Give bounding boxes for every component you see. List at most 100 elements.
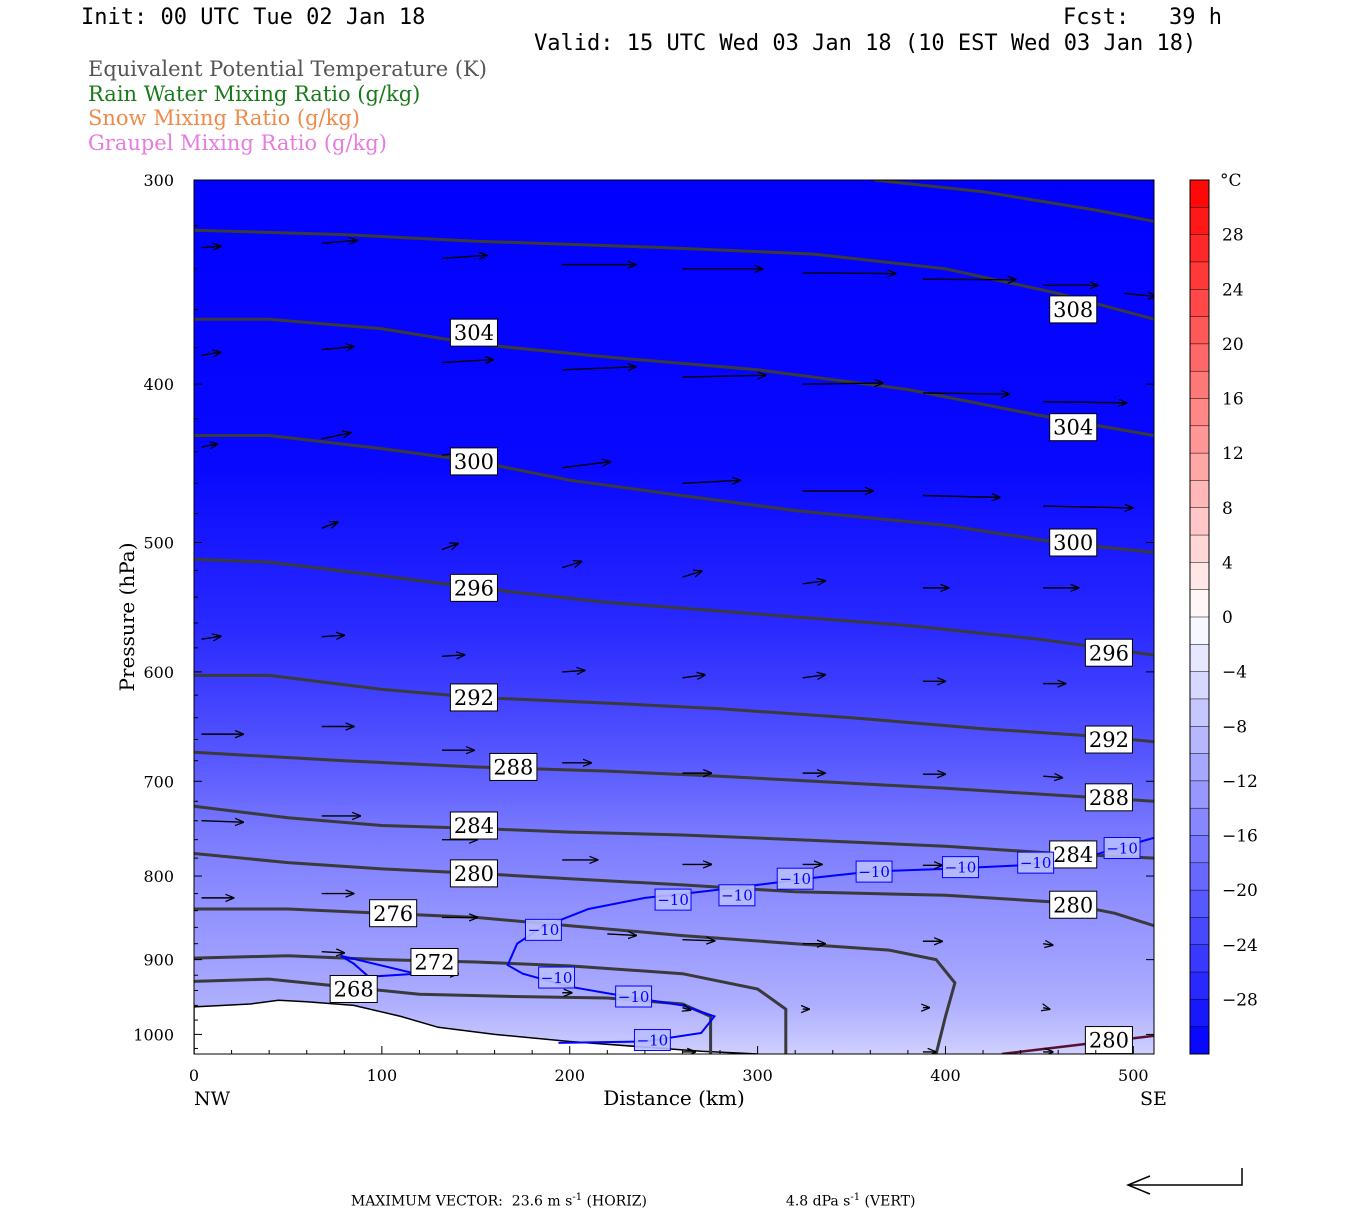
colorbar-swatch — [1190, 453, 1209, 481]
contour-label-box — [1049, 295, 1098, 324]
contour-label-box — [449, 447, 498, 476]
wind-vector — [441, 655, 464, 657]
theta-e-label-308: 308 — [1049, 295, 1098, 324]
colorbar-swatch — [1190, 589, 1209, 618]
theta-e-label-288: 288 — [1084, 783, 1133, 812]
isotherm-label: −10 — [776, 867, 814, 890]
contour-label-box — [524, 918, 562, 941]
contour-label-text: 300 — [454, 450, 494, 474]
contour-label-box — [1084, 638, 1133, 667]
init-time: Init: 00 UTC Tue 02 Jan 18 — [81, 5, 426, 30]
contour-label-text: 296 — [454, 576, 494, 600]
contour-label-text: −10 — [858, 863, 890, 881]
contour-label-text: 300 — [1053, 531, 1093, 555]
colorbar-swatch — [1190, 999, 1209, 1028]
contour-label-box — [654, 888, 692, 911]
colorbar-swatch — [1190, 207, 1209, 236]
contour-label-text: −10 — [721, 887, 753, 905]
unit-exponent: -1 — [572, 1192, 583, 1203]
x-tick-label: 500 — [1118, 1066, 1149, 1085]
colorbar-swatch — [1190, 562, 1209, 591]
wind-vector — [201, 444, 218, 447]
wind-vector — [1043, 776, 1062, 778]
contour-label-box — [1084, 783, 1133, 812]
contour-label-text: −10 — [618, 988, 650, 1006]
contour-label-box — [615, 985, 653, 1008]
wind-vector — [201, 352, 221, 355]
theta-e-contour-300 — [194, 434, 1154, 554]
wind-vector — [682, 940, 714, 941]
colorbar-tick-label: 16 — [1222, 390, 1244, 410]
theta-e-label-284: 284 — [1049, 840, 1098, 869]
contour-label-text: 308 — [1053, 298, 1093, 322]
isotherm-label: −10 — [538, 966, 576, 989]
theta-e-label-300: 300 — [1049, 528, 1098, 557]
surface-contour-label-280: 280 — [1084, 1026, 1133, 1055]
contour-label-box — [1084, 725, 1133, 754]
colorbar-swatch — [1190, 289, 1209, 318]
x-end-label-left: NW — [194, 1088, 231, 1110]
legend-graupel: Graupel Mixing Ratio (g/kg) — [88, 131, 387, 155]
terrain-surface — [194, 999, 759, 1054]
y-tick-label: 800 — [143, 867, 174, 886]
contour-label-text: 268 — [334, 978, 374, 1002]
x-tick-label: 0 — [189, 1066, 199, 1085]
theta-e-label-292: 292 — [449, 683, 498, 712]
contour-label-box — [1049, 528, 1098, 557]
contour-label-text: 284 — [454, 814, 494, 838]
theta-e-contour-308 — [194, 228, 1154, 321]
wind-vector — [1123, 293, 1154, 296]
colorbar-swatch — [1190, 972, 1209, 1000]
theta-e-label-280: 280 — [449, 859, 498, 888]
colorbar-swatch — [1190, 671, 1209, 700]
contour-label-text: 304 — [1053, 416, 1093, 440]
x-tick-label: 200 — [554, 1066, 585, 1085]
wind-vector — [201, 246, 221, 248]
contour-label-box — [329, 974, 378, 1003]
colorbar-tick-label: −24 — [1222, 936, 1258, 956]
wind-vector — [802, 383, 883, 384]
y-tick-label: 300 — [143, 171, 174, 190]
colorbar-tick-label: 24 — [1222, 280, 1244, 300]
contour-label-box — [1049, 413, 1098, 442]
contour-label-box — [449, 811, 498, 840]
colorbar-tick-label: −4 — [1222, 663, 1247, 683]
contour-label-text: 296 — [1089, 641, 1129, 665]
contour-label-text: 284 — [1053, 843, 1093, 867]
colorbar-swatch — [1190, 917, 1209, 946]
colorbar-tick-label: 4 — [1222, 553, 1233, 573]
theta-e-label-300: 300 — [449, 447, 498, 476]
contour-label-box — [718, 884, 756, 907]
contour-label-text: −10 — [1020, 854, 1052, 872]
colorbar-swatch — [1190, 808, 1209, 836]
theta-e-label-280: 280 — [1049, 890, 1098, 919]
colorbar-swatch — [1190, 1026, 1209, 1055]
isotherm-label: −10 — [633, 1029, 671, 1052]
colorbar-swatch — [1190, 835, 1209, 864]
contour-label-text: −10 — [541, 969, 573, 987]
theta-e-label-292: 292 — [1084, 725, 1133, 754]
wind-vector — [321, 433, 351, 440]
theta-e-contour-276 — [194, 907, 957, 1054]
theta-e-label-288: 288 — [489, 752, 538, 781]
isotherm-label: −10 — [718, 884, 756, 907]
theta-e-label-296: 296 — [1084, 638, 1133, 667]
horiz-label: (HORIZ) — [582, 1193, 647, 1210]
y-tick-label: 700 — [143, 772, 174, 791]
contour-label-text: −10 — [637, 1031, 669, 1049]
wind-vector — [562, 367, 636, 370]
theta-e-contour-292 — [194, 673, 1154, 744]
colorbar-tick-label: 0 — [1222, 608, 1233, 628]
wind-vector — [562, 462, 610, 469]
wind-vector — [922, 279, 1016, 280]
colorbar-swatch — [1190, 644, 1209, 673]
theta-e-label-304: 304 — [1049, 413, 1098, 442]
theta-e-label-276: 276 — [369, 899, 418, 928]
contour-label-text: 292 — [1089, 728, 1129, 752]
contour-label-text: 292 — [454, 686, 494, 710]
contour-label-text: −10 — [1106, 839, 1138, 857]
contour-label-box — [369, 899, 418, 928]
y-axis-label: Pressure (hPa) — [115, 543, 139, 692]
contour-label-text: 280 — [1089, 1029, 1129, 1053]
